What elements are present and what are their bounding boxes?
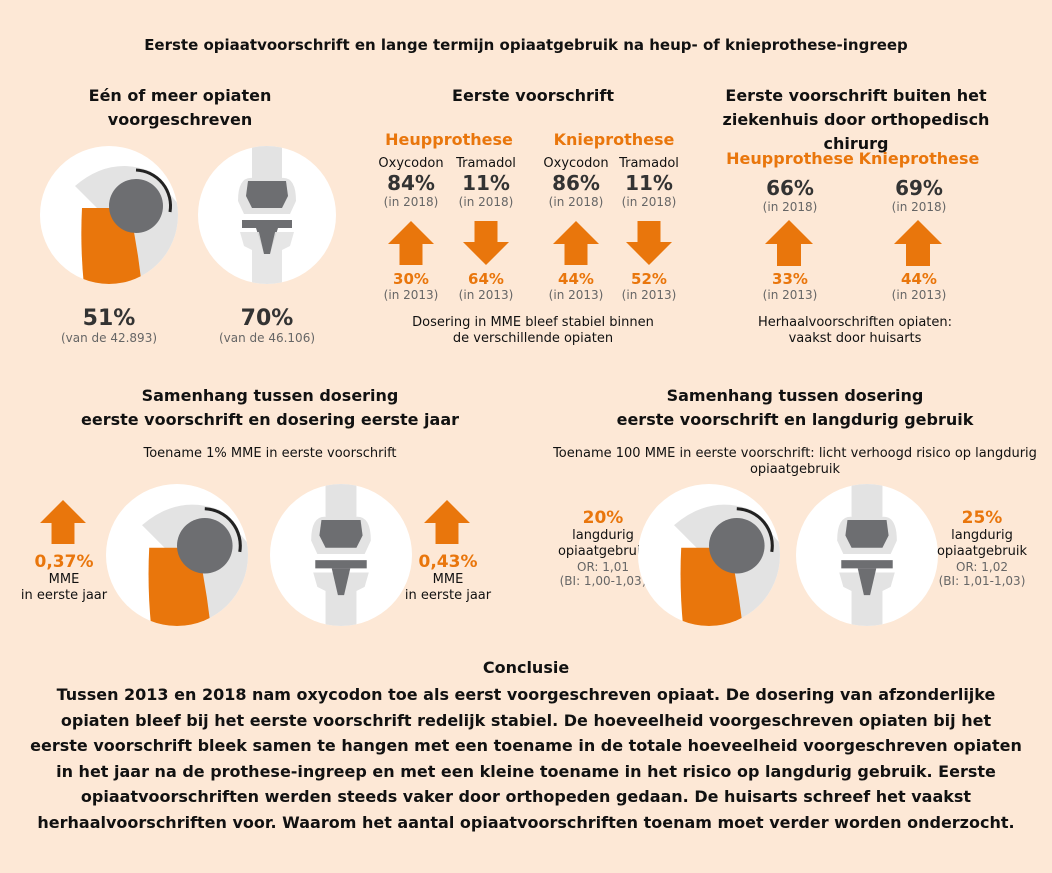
section4-knee-up-arrow-icon [424, 500, 470, 544]
section2-knee-label: Knieprothese [553, 130, 675, 149]
section2-heading: Eerste voorschrift [452, 86, 614, 105]
year-2013: (in 2013) [458, 288, 514, 302]
drug-name: Oxycodon [543, 156, 609, 171]
section1-heading: Eén of meer opiaten voorgeschreven [88, 86, 272, 129]
value-2013: 52% [631, 270, 667, 288]
section3-note: Herhaalvoorschriften opiaten: vaakst doo… [757, 315, 953, 346]
section3-knee-2018: 69% (in 2018) [891, 176, 947, 214]
section3-knee-2013: 44% (in 2013) [891, 270, 947, 302]
year-2018: (in 2018) [621, 195, 677, 209]
section5-hip-stat: 20% langdurig opiaatgebruik OR: 1,01 (BI… [557, 508, 649, 588]
value-2018: 11% [625, 171, 673, 195]
down-arrow-icon [626, 220, 672, 266]
section2-col-top: Tramadol 11% (in 2018) [616, 156, 682, 209]
year-2013: (in 2013) [383, 288, 439, 302]
section4-heading: Samenhang tussen dosering eerste voorsch… [80, 386, 460, 429]
hip-illustration-2 [106, 484, 248, 626]
value-2018: 11% [462, 171, 510, 195]
drug-name: Oxycodon [378, 156, 444, 171]
section3-hip-up-arrow-icon [765, 220, 813, 266]
section3-hip-2018: 66% (in 2018) [762, 176, 818, 214]
section2-col-bottom: 64% (in 2013) [453, 270, 519, 302]
year-2013: (in 2013) [548, 288, 604, 302]
knee-illustration-3 [796, 484, 938, 626]
drug-name: Tramadol [456, 156, 516, 171]
section3-knee-label: Knieprothese [858, 149, 980, 168]
value-2013: 44% [558, 270, 594, 288]
section4-knee-stat: 0,43% MME in eerste jaar [404, 552, 492, 603]
section5-knee-stat: 25% langdurig opiaatgebruik OR: 1,02 (BI… [936, 508, 1028, 588]
hip-illustration [40, 146, 178, 284]
section2-col-top: Oxycodon 84% (in 2018) [378, 156, 444, 209]
drug-name: Tramadol [619, 156, 679, 171]
knee-illustration [198, 146, 336, 284]
section2-col-top: Tramadol 11% (in 2018) [453, 156, 519, 209]
section2-col-bottom: 44% (in 2013) [543, 270, 609, 302]
section3-hip-label: Heupprothese [726, 149, 854, 168]
value-2013: 30% [393, 270, 429, 288]
section5-subtitle: Toename 100 MME in eerste voorschrift: l… [553, 446, 1037, 477]
section2-col-top: Oxycodon 86% (in 2018) [543, 156, 609, 209]
section3-hip-2013: 33% (in 2013) [762, 270, 818, 302]
section3-heading: Eerste voorschrift buiten het ziekenhuis… [722, 86, 990, 153]
section5-heading: Samenhang tussen dosering eerste voorsch… [616, 386, 974, 429]
infographic-title: Eerste opiaatvoorschrift en lange termij… [144, 36, 908, 54]
section2-col-bottom: 30% (in 2013) [378, 270, 444, 302]
conclusion-body: Tussen 2013 en 2018 nam oxycodon toe als… [30, 685, 1022, 832]
section3-knee-up-arrow-icon [894, 220, 942, 266]
knee-illustration-2 [270, 484, 412, 626]
section4-hip-up-arrow-icon [40, 500, 86, 544]
section2-note: Dosering in MME bleef stabiel binnen de … [412, 315, 654, 346]
conclusion-title: Conclusie [482, 658, 570, 677]
section2-col-bottom: 52% (in 2013) [616, 270, 682, 302]
section2-hip-label: Heupprothese [385, 130, 513, 149]
hip-stat: 51% (van de 42.893) [60, 306, 158, 345]
year-2018: (in 2018) [548, 195, 604, 209]
year-2018: (in 2018) [458, 195, 514, 209]
section4-hip-stat: 0,37% MME in eerste jaar [20, 552, 108, 603]
value-2018: 84% [387, 171, 435, 195]
hip-illustration-3 [638, 484, 780, 626]
section4-subtitle: Toename 1% MME in eerste voorschrift [143, 446, 397, 461]
value-2013: 64% [468, 270, 504, 288]
year-2013: (in 2013) [621, 288, 677, 302]
value-2018: 86% [552, 171, 600, 195]
down-arrow-icon [463, 220, 509, 266]
year-2018: (in 2018) [383, 195, 439, 209]
up-arrow-icon [553, 220, 599, 266]
knee-stat: 70% (van de 46.106) [218, 306, 316, 345]
up-arrow-icon [388, 220, 434, 266]
